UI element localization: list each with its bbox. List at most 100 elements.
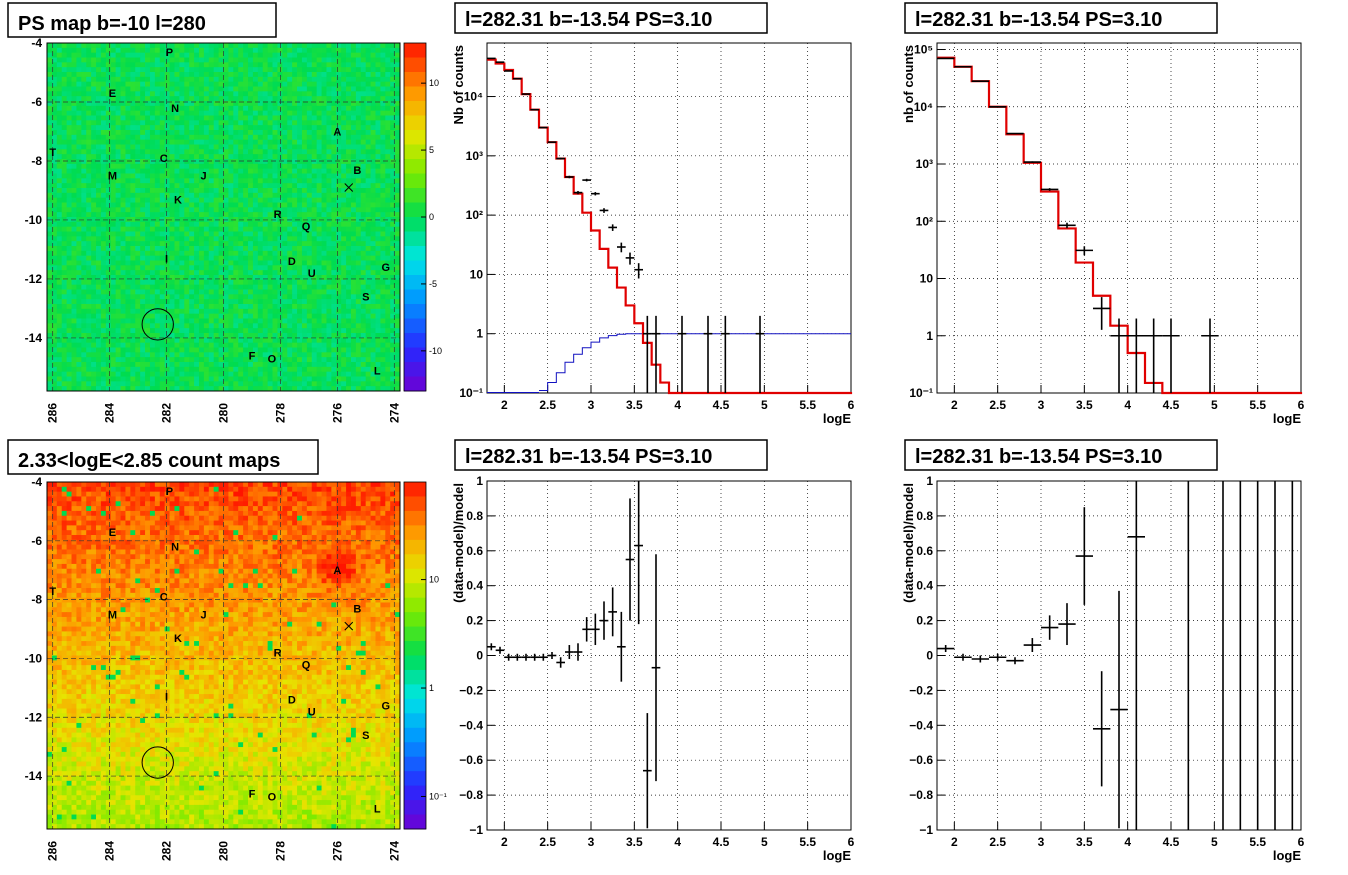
data-points xyxy=(487,57,765,393)
source-label: Q xyxy=(302,659,311,671)
x-axis-label: logE xyxy=(823,411,851,426)
plot-panel-spectrum_left: 2 2.5 3 3.5 4 4.5 5 5.5 6 10⁻¹ 1 10 10² 10³ 10⁴ logE Nb … xyxy=(451,42,855,426)
x-tick-label: 5 xyxy=(761,835,768,849)
palette-cell xyxy=(404,756,426,772)
palette-cell xyxy=(404,525,426,541)
plot-frame xyxy=(486,42,852,394)
source-label: T xyxy=(49,586,56,598)
x-tick-label: 4 xyxy=(674,835,681,849)
palette-cell xyxy=(404,246,426,261)
y-tick-label: 0.8 xyxy=(916,509,933,523)
residual-left-title-box xyxy=(454,439,768,471)
model-red-line xyxy=(937,56,1303,395)
residual-left-title: l=282.31 b=-13.54 PS=3.10 xyxy=(454,439,768,471)
y-tick-label: 0.2 xyxy=(916,614,933,628)
plot-grid xyxy=(487,43,852,394)
map-y-tick-label: -4 xyxy=(31,36,42,50)
y-tick-label: 0.4 xyxy=(466,579,483,593)
y-axis-label: (data-model)/model xyxy=(901,483,916,603)
residual-points xyxy=(487,481,661,829)
y-tick-label: 10 xyxy=(470,267,484,281)
y-tick-label: −0.2 xyxy=(459,683,483,697)
palette-cell xyxy=(404,159,426,174)
x-axis-label: logE xyxy=(1273,411,1301,426)
residual-left-title-text: l=282.31 b=-13.54 PS=3.10 xyxy=(465,446,712,468)
x-tick-label: 2.5 xyxy=(989,835,1006,849)
map-y-tick-label: -4 xyxy=(31,475,42,489)
palette-cell xyxy=(404,217,426,232)
palette-cell xyxy=(404,289,426,305)
map-y-tick-label: -6 xyxy=(31,95,42,109)
y-tick-label: 10⁴ xyxy=(464,90,483,104)
map-x-tick-label: 284 xyxy=(103,841,117,861)
source-label: B xyxy=(353,603,361,615)
source-label: G xyxy=(381,700,390,712)
source-label: M xyxy=(108,171,117,183)
x-tick-label: 6 xyxy=(1298,835,1305,849)
map-pixel-grid xyxy=(47,482,401,830)
palette-tick-label: 1 xyxy=(429,683,434,693)
source-label: T xyxy=(49,147,56,159)
cross-marker xyxy=(344,621,354,631)
residual-right-title-text: l=282.31 b=-13.54 PS=3.10 xyxy=(915,446,1162,468)
palette-cell xyxy=(404,800,426,816)
map-x-tick-label: 286 xyxy=(46,841,60,861)
palette-cell xyxy=(404,144,426,160)
map-panel-ps_map: 286 284 282 280 278 276 274 -4 -6 -8 -10 -12 -14 P E N A… xyxy=(25,36,442,423)
x-tick-label: 5 xyxy=(761,398,768,412)
source-label: I xyxy=(165,692,168,704)
source-label: U xyxy=(308,706,316,718)
x-tick-label: 4 xyxy=(1124,835,1131,849)
y-tick-label: −0.2 xyxy=(909,683,933,697)
y-tick-label: 10³ xyxy=(466,149,483,163)
map-y-tick-label: -10 xyxy=(25,213,43,227)
y-tick-label: 0.6 xyxy=(466,544,483,558)
palette-cell xyxy=(404,115,426,131)
x-tick-label: 2 xyxy=(501,835,508,849)
residual-right-title: l=282.31 b=-13.54 PS=3.10 xyxy=(904,439,1218,471)
map-title-bottom: 2.33<logE<2.85 count maps xyxy=(7,439,319,475)
source-label: F xyxy=(249,351,256,363)
map-title-bottom-box xyxy=(7,439,319,475)
palette-cell xyxy=(404,101,426,116)
map-y-tick-label: -14 xyxy=(25,769,43,783)
map-title-top-text: PS map b=-10 l=280 xyxy=(18,13,206,35)
y-tick-label: 0 xyxy=(476,649,483,663)
plot-panel-residual_right: 2 2.5 3 3.5 4 4.5 5 5.5 6 −1 −0.8 −0.6 −0.4 −0.2 0 0.2 0… xyxy=(901,474,1305,863)
y-tick-label: 1 xyxy=(926,329,933,343)
x-tick-label: 2 xyxy=(951,398,958,412)
spectrum-left-title: l=282.31 b=-13.54 PS=3.10 xyxy=(454,2,768,34)
x-tick-label: 2.5 xyxy=(539,835,556,849)
palette-cell xyxy=(404,814,426,830)
map-frame xyxy=(46,42,401,392)
map-pixel-grid xyxy=(47,43,401,392)
palette-cell xyxy=(404,231,426,247)
spectrum-right-title-text: l=282.31 b=-13.54 PS=3.10 xyxy=(915,9,1162,31)
map-x-tick-label: 282 xyxy=(160,403,174,423)
y-tick-label: 10² xyxy=(466,208,483,222)
y-tick-label: −0.6 xyxy=(459,753,483,767)
map-title-bottom-text: 2.33<logE<2.85 count maps xyxy=(18,450,280,472)
palette-cell xyxy=(404,568,426,584)
palette-cell xyxy=(404,202,426,218)
map-x-tick-label: 282 xyxy=(160,841,174,861)
spectrum-right-title: l=282.31 b=-13.54 PS=3.10 xyxy=(904,2,1218,34)
palette-cell xyxy=(404,641,426,656)
y-tick-label: 10⁴ xyxy=(914,100,933,114)
source-label: U xyxy=(308,268,316,280)
color-palette: 10 5 0 -5 -10 xyxy=(403,42,442,392)
palette-tick-label: 0 xyxy=(429,212,434,222)
x-tick-label: 6 xyxy=(848,835,855,849)
palette-tick-label: 5 xyxy=(429,145,434,155)
y-tick-label: −0.8 xyxy=(459,788,483,802)
palette-cell xyxy=(404,496,426,512)
palette-cell xyxy=(404,669,426,685)
x-tick-label: 3.5 xyxy=(1076,835,1093,849)
x-tick-label: 4.5 xyxy=(713,835,730,849)
map-x-tick-label: 274 xyxy=(387,403,401,423)
palette-cell xyxy=(404,86,426,102)
palette-cell xyxy=(404,188,426,203)
x-tick-label: 2 xyxy=(501,398,508,412)
palette-cell xyxy=(404,57,426,73)
